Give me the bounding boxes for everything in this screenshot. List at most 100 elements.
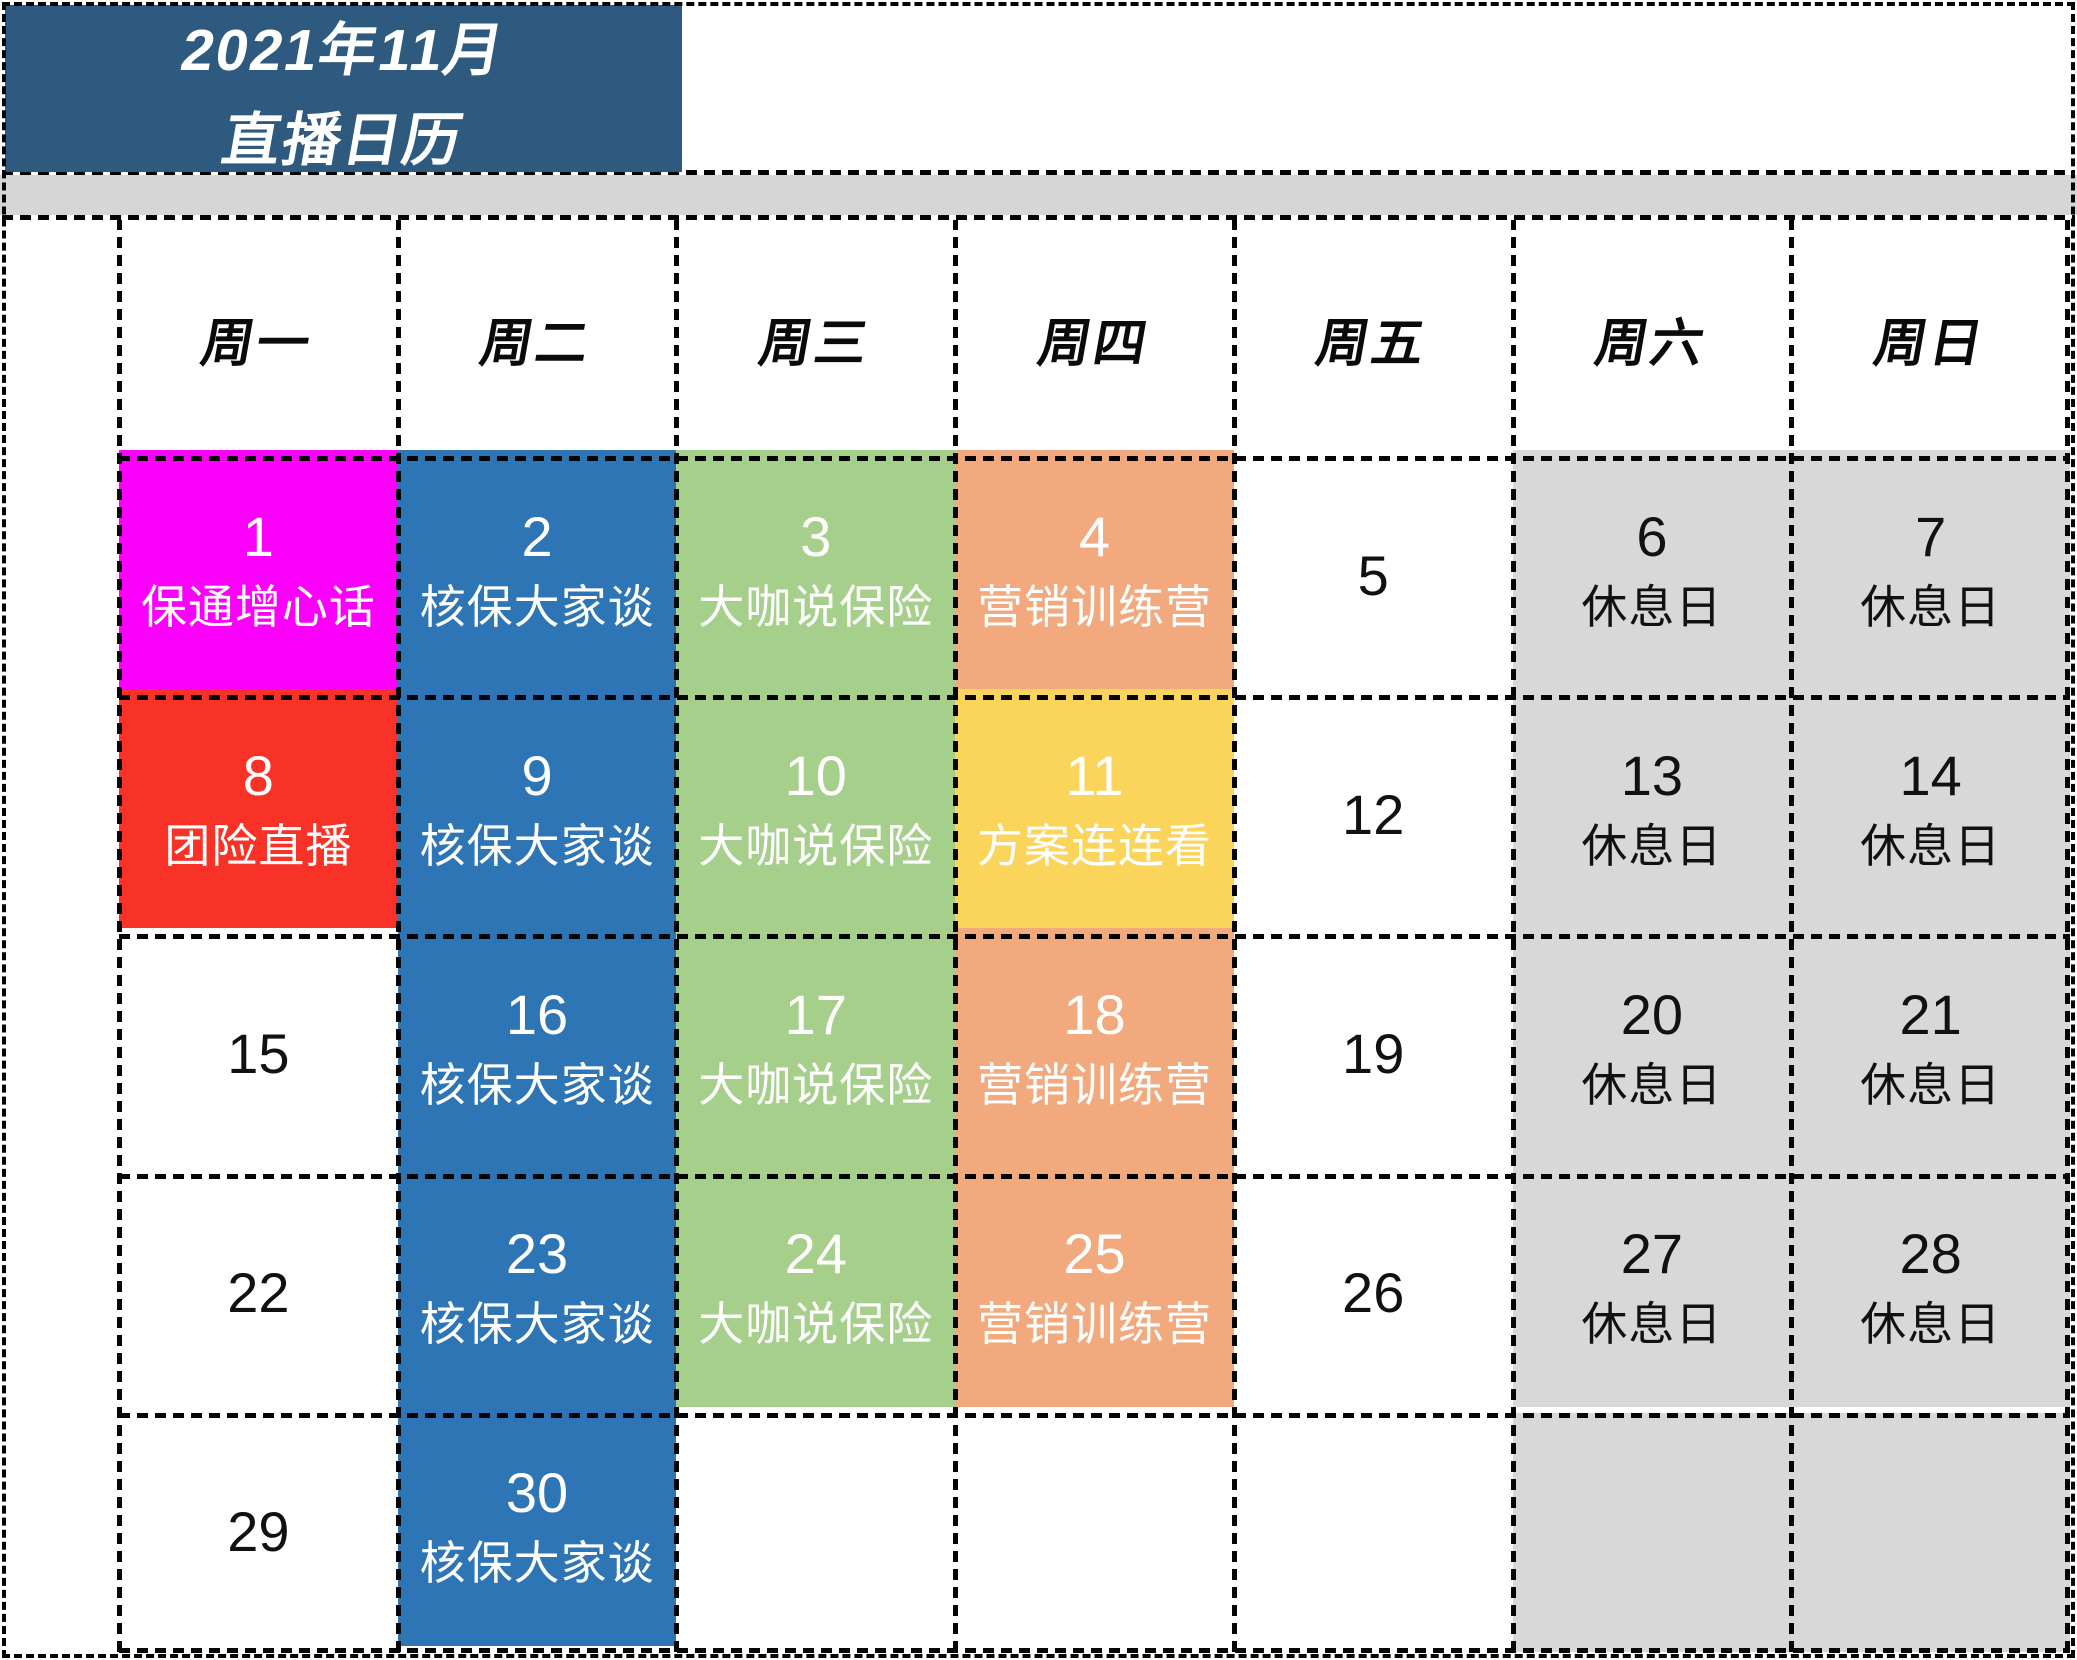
day-number: 28 xyxy=(1899,1222,1962,1286)
event-label: 休息日 xyxy=(1581,819,1723,872)
calendar-cell-day-7: 7 休息日 xyxy=(1791,450,2070,690)
day-number: 26 xyxy=(1342,1261,1405,1325)
calendar-cell-day-12: 12 xyxy=(1233,695,1513,935)
calendar-cell-empty xyxy=(955,1412,1234,1652)
calendar-cell-day-21: 21 休息日 xyxy=(1791,928,2070,1168)
calendar-cell-day-20: 20 休息日 xyxy=(1512,928,1792,1168)
strip-top-line xyxy=(2,170,2075,175)
calendar-cell-day-8: 8 团险直播 xyxy=(119,689,398,929)
calendar-cell-day-9: 9 核保大家谈 xyxy=(397,689,677,929)
weekday-label: 周三 xyxy=(754,314,875,373)
calendar-cell-day-22: 22 xyxy=(119,1173,398,1413)
day-number: 4 xyxy=(1078,504,1111,568)
day-number: 15 xyxy=(227,1021,290,1085)
calendar-cell-day-23: 23 核保大家谈 xyxy=(397,1167,677,1407)
calendar-cell-day-27: 27 休息日 xyxy=(1512,1167,1792,1407)
day-number: 23 xyxy=(505,1222,569,1286)
event-label: 核保大家谈 xyxy=(419,1058,655,1111)
calendar-cell-day-24: 24 大咖说保险 xyxy=(676,1167,956,1407)
calendar-cell-empty xyxy=(676,1412,956,1652)
calendar-cell-day-15: 15 xyxy=(119,934,398,1174)
day-number: 22 xyxy=(227,1261,290,1325)
calendar-cell-day-25: 25 营销训练营 xyxy=(955,1167,1234,1407)
calendar-cell-empty xyxy=(1233,1412,1513,1652)
day-number: 21 xyxy=(1899,982,1962,1046)
day-number: 19 xyxy=(1342,1021,1405,1085)
calendar-cell-day-5: 5 xyxy=(1233,456,1513,696)
calendar-cell-day-17: 17 大咖说保险 xyxy=(676,928,956,1168)
column-separator xyxy=(1789,220,1794,1652)
calendar-cell-day-6: 6 休息日 xyxy=(1512,450,1792,690)
row-separator xyxy=(119,934,2070,939)
calendar-cell-day-19: 19 xyxy=(1233,934,1513,1174)
calendar-cell-day-30: 30 核保大家谈 xyxy=(397,1406,677,1646)
weekday-label: 周六 xyxy=(1590,314,1712,373)
event-label: 营销训练营 xyxy=(976,1058,1212,1111)
column-separator xyxy=(396,220,401,1652)
calendar-cell-day-18: 18 营销训练营 xyxy=(955,928,1234,1168)
day-number: 2 xyxy=(521,504,553,568)
day-number: 10 xyxy=(784,743,847,807)
event-label: 休息日 xyxy=(1581,580,1723,633)
event-label: 保通增心话 xyxy=(140,580,376,633)
event-label: 核保大家谈 xyxy=(419,1537,655,1590)
calendar-cell-day-2: 2 核保大家谈 xyxy=(397,450,677,690)
row-separator xyxy=(119,1648,2070,1653)
event-label: 休息日 xyxy=(1860,819,2002,872)
event-label: 方案连连看 xyxy=(976,819,1212,872)
event-label: 核保大家谈 xyxy=(419,1298,655,1351)
weekday-header-thu: 周四 xyxy=(955,220,1234,456)
day-number: 3 xyxy=(800,504,832,568)
row-separator xyxy=(119,695,2070,700)
event-label: 营销训练营 xyxy=(976,580,1212,633)
column-separator xyxy=(1232,220,1237,1652)
calendar-cell-empty xyxy=(1791,1412,2070,1652)
row-separator xyxy=(119,1413,2070,1418)
event-label: 休息日 xyxy=(1860,1058,2002,1111)
day-number: 1 xyxy=(242,504,274,568)
calendar-cell-day-16: 16 核保大家谈 xyxy=(397,928,677,1168)
day-number: 16 xyxy=(505,982,569,1046)
weekday-header-fri: 周五 xyxy=(1234,220,1513,456)
day-number: 8 xyxy=(242,743,274,807)
event-label: 大咖说保险 xyxy=(698,819,934,872)
weekday-header-wed: 周三 xyxy=(676,220,955,456)
day-number: 24 xyxy=(784,1222,847,1286)
weekday-header-sat: 周六 xyxy=(1513,220,1792,456)
calendar-cell-day-3: 3 大咖说保险 xyxy=(676,450,956,690)
event-label: 大咖说保险 xyxy=(698,1298,934,1351)
day-number: 7 xyxy=(1915,504,1947,568)
event-label: 核保大家谈 xyxy=(419,819,655,872)
column-separator xyxy=(953,220,958,1652)
weekday-header-tue: 周二 xyxy=(398,220,677,456)
weekday-label: 周二 xyxy=(475,314,597,373)
event-label: 大咖说保险 xyxy=(698,580,934,633)
calendar-cell-day-14: 14 休息日 xyxy=(1791,689,2070,929)
day-number: 5 xyxy=(1357,543,1389,607)
divider-strip xyxy=(0,175,2077,215)
column-separator xyxy=(1511,220,1516,1652)
calendar-cell-day-11: 11 方案连连看 xyxy=(955,689,1234,929)
event-label: 休息日 xyxy=(1581,1058,1723,1111)
calendar-cell-day-28: 28 休息日 xyxy=(1791,1167,2070,1407)
column-separator xyxy=(117,220,122,1652)
event-label: 休息日 xyxy=(1860,1298,2002,1351)
weekday-label: 周一 xyxy=(197,314,318,373)
day-number: 12 xyxy=(1342,782,1405,846)
day-number: 25 xyxy=(1063,1222,1126,1286)
day-number: 29 xyxy=(227,1500,290,1564)
column-separator xyxy=(2065,220,2070,1652)
weekday-header-mon: 周一 xyxy=(119,220,398,456)
calendar-cell-day-26: 26 xyxy=(1233,1173,1513,1413)
row-separator xyxy=(119,456,2070,461)
event-label: 营销训练营 xyxy=(976,1298,1212,1351)
event-label: 大咖说保险 xyxy=(698,1058,934,1111)
day-number: 13 xyxy=(1620,743,1684,807)
weekday-label: 周日 xyxy=(1869,314,1990,373)
calendar-cell-empty xyxy=(1512,1412,1792,1652)
column-separator xyxy=(674,220,679,1652)
event-label: 核保大家谈 xyxy=(419,580,655,633)
event-label: 休息日 xyxy=(1581,1298,1723,1351)
day-number: 27 xyxy=(1620,1222,1684,1286)
